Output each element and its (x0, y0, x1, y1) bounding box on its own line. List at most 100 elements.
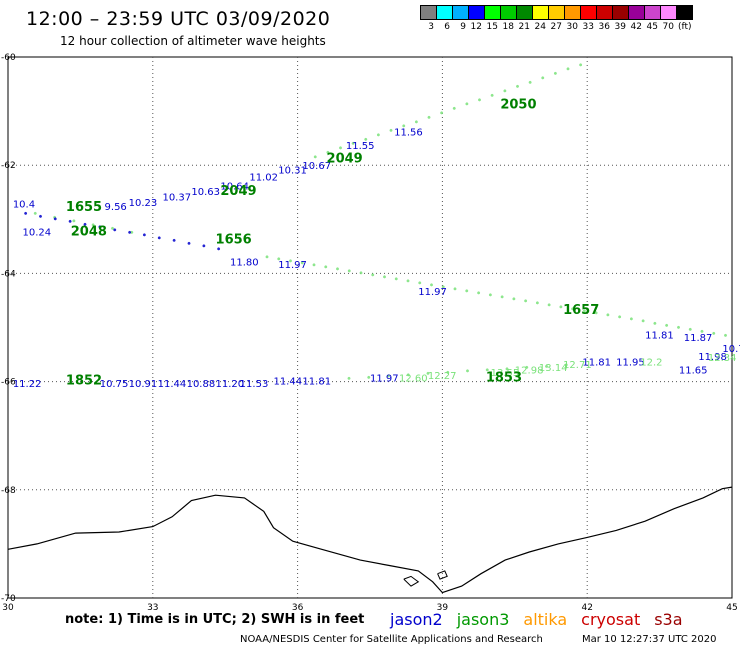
track-mark: ∙ (346, 374, 352, 385)
track-mark: ∙ (385, 371, 391, 382)
track-mark: ∙ (440, 282, 446, 293)
legend-labels: 3 6 9 12 15 18 21 24 27 30 33 36 39 42 45 70 (ft) (420, 22, 692, 32)
pass-time-label: 2048 (71, 225, 107, 240)
track-mark: ∙ (216, 244, 222, 255)
legend-swatches (420, 5, 693, 20)
track-mark: ∙ (426, 112, 432, 123)
track-mark: ∙ (687, 324, 693, 335)
track-mark: ∙ (464, 366, 470, 377)
legend-label: 45 (646, 22, 658, 32)
track-mark: ∙ (156, 233, 162, 244)
pass-time-label: 1656 (216, 233, 252, 248)
track-mark: ∙ (527, 77, 533, 88)
legend-label: 39 (614, 22, 626, 32)
pass-time-label: 1853 (486, 371, 522, 386)
track-mark: ∙ (126, 228, 132, 239)
track-mark: ∙ (350, 139, 356, 150)
track-mark: ∙ (445, 367, 451, 378)
island-outline (403, 575, 420, 587)
wave-height-label: 9.56 (105, 202, 127, 213)
wave-height-label: 10.75 (100, 379, 129, 390)
lat-tick-label: -70 (1, 594, 16, 604)
wave-height-label: 12.27 (428, 371, 457, 382)
track-mark: ∙ (699, 326, 705, 337)
track-mark: ∙ (543, 361, 549, 372)
legend-unit: (ft) (678, 22, 692, 32)
legend-label: 70 (662, 22, 674, 32)
legend-label: 15 (486, 22, 498, 32)
legend-label: 21 (518, 22, 530, 32)
track-mark: ∙ (337, 143, 343, 154)
track-mark: ∙ (363, 134, 369, 145)
pass-time-label: 1657 (563, 303, 599, 318)
generated-timestamp: Mar 10 12:27:37 UTC 2020 (582, 634, 717, 645)
track-mark: ∙ (201, 241, 207, 252)
track-mark: ∙ (299, 258, 305, 269)
map-subtitle: 12 hour collection of altimeter wave hei… (60, 34, 326, 48)
lat-tick-label: -62 (1, 161, 16, 171)
track-mark: ∙ (417, 278, 423, 289)
track-mark: ∙ (375, 130, 381, 141)
wave-height-label: 11.20 (216, 379, 245, 390)
lon-tick-label: 30 (2, 603, 14, 613)
wave-height-label: 11.87 (684, 333, 713, 344)
track-mark: ∙ (264, 252, 270, 263)
wave-height-label: 11.97 (418, 287, 447, 298)
track-mark: ∙ (711, 328, 717, 339)
island-outline (437, 570, 448, 580)
track-mark: ∙ (452, 284, 458, 295)
track-mark: ∙ (534, 298, 540, 309)
satellite-name: jason3 (456, 610, 510, 629)
track-mark: ∙ (393, 274, 399, 285)
wave-height-label: 11.44 (158, 379, 187, 390)
lon-tick-label: 33 (147, 603, 158, 613)
track-mark: ∙ (129, 228, 135, 239)
track-mark: ∙ (32, 209, 38, 220)
legend-swatch (676, 5, 693, 20)
track-mark: ∙ (186, 238, 192, 249)
track-mark: ∙ (487, 290, 493, 301)
track-mark: ∙ (511, 294, 517, 305)
track-mark: ∙ (358, 268, 364, 279)
track-mark: ∙ (90, 220, 96, 231)
wave-height-label: 10.64 (220, 182, 249, 193)
track-mark: ∙ (425, 369, 431, 380)
lat-tick-label: -60 (1, 53, 16, 63)
wave-height-label: 10.23 (129, 198, 158, 209)
wave-height-label: 11.97 (278, 260, 307, 271)
track-mark: ∙ (464, 286, 470, 297)
wave-height-label: 10.24 (22, 228, 51, 239)
legend-label: 33 (582, 22, 594, 32)
track-mark: ∙ (675, 322, 681, 333)
track-mark: ∙ (502, 86, 508, 97)
track-mark: ∙ (323, 262, 329, 273)
wave-height-label: 11.97 (370, 374, 399, 385)
wave-height-label: 11.98 (698, 352, 727, 363)
track-mark: ∙ (581, 306, 587, 317)
track-mark: ∙ (593, 308, 599, 319)
coastline (7, 486, 733, 594)
color-legend: 3 6 9 12 15 18 21 24 27 30 33 36 39 42 45 70 (ft) (420, 5, 693, 32)
satellite-name: altika (523, 610, 568, 629)
legend-label: 30 (566, 22, 578, 32)
track-mark: ∙ (109, 224, 115, 235)
legend-label: 6 (444, 22, 450, 32)
wave-height-label: 10.7 (722, 344, 740, 355)
track-mark: ∙ (484, 365, 490, 376)
lon-tick-label: 39 (437, 603, 449, 613)
wave-height-label: 11.81 (645, 330, 674, 341)
satellite-legend: jason2 jason3 altika cryosat s3a (390, 610, 697, 629)
map-frame (7, 56, 733, 599)
track-mark: ∙ (524, 363, 530, 374)
wave-height-label: 11.55 (346, 141, 375, 152)
wave-height-label: 11.81 (582, 357, 611, 368)
track-mark: ∙ (640, 316, 646, 327)
wave-height-label: 10.37 (162, 192, 191, 203)
track-mark: ∙ (617, 312, 623, 323)
track-mark: ∙ (82, 219, 88, 230)
legend-label: 24 (534, 22, 546, 32)
track-mark: ∙ (287, 256, 293, 267)
legend-label: 9 (460, 22, 466, 32)
lat-tick-label: -68 (1, 486, 16, 496)
wave-height-label: 11.81 (302, 376, 331, 387)
